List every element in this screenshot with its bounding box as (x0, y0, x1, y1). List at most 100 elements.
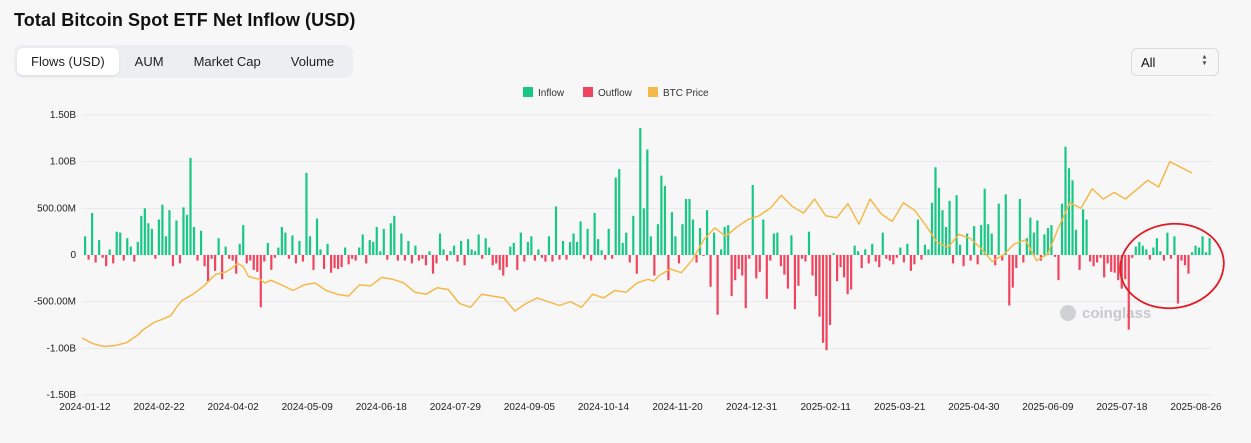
inflow-bar (790, 235, 793, 255)
outflow-bar (695, 255, 698, 263)
outflow-bar (909, 255, 912, 271)
outflow-bar (667, 255, 670, 281)
outflow-bar (811, 255, 814, 276)
inflow-bar (305, 172, 308, 255)
outflow-bar (231, 255, 234, 261)
inflow-bar (684, 199, 688, 255)
x-tick-label: 2024-12-31 (726, 402, 778, 413)
outflow-bar (1106, 255, 1109, 264)
inflow-bar (484, 238, 487, 255)
outflow-bar (544, 255, 547, 262)
inflow-bar (308, 236, 312, 255)
inflow-bar (291, 235, 294, 255)
tab-aum[interactable]: AUM (134, 54, 164, 69)
outflow-bar (1169, 255, 1173, 259)
outflow-bar (1011, 255, 1014, 288)
outflow-bar (245, 255, 248, 264)
inflow-bar (438, 233, 442, 255)
inflow-bar (375, 227, 378, 255)
inflow-bar (1085, 219, 1088, 255)
legend-swatch (523, 87, 533, 97)
outflow-bar (1113, 255, 1116, 273)
outflow-bar (878, 255, 881, 268)
inflow-bar (344, 247, 347, 255)
inflow-bar (1046, 227, 1050, 255)
inflow-bar (632, 215, 635, 255)
outflow-bar (888, 255, 891, 261)
inflow-bar (143, 208, 146, 255)
inflow-bar (1197, 247, 1201, 255)
inflow-bar (688, 199, 691, 255)
outflow-bar (312, 255, 315, 270)
outflow-bar (1148, 255, 1151, 260)
outflow-bar (87, 255, 90, 260)
outflow-bar (1131, 255, 1134, 258)
outflow-bar (702, 255, 705, 256)
inflow-bar (776, 232, 779, 255)
inflow-bar (923, 244, 927, 255)
outflow-bar (502, 255, 505, 276)
inflow-bar (674, 236, 677, 255)
outflow-bar (523, 255, 526, 262)
y-tick-label: 1.00B (50, 157, 76, 168)
outflow-bar (365, 255, 368, 264)
inflow-bar (460, 241, 463, 255)
inflow-bar (1071, 180, 1074, 255)
outflow-bar (677, 255, 681, 264)
inflow-bar (1201, 236, 1204, 255)
outflow-bar (171, 255, 175, 267)
x-tick-label: 2025-02-11 (800, 402, 851, 413)
inflow-bar (871, 243, 874, 255)
outflow-bar (1187, 255, 1190, 274)
x-tick-label: 2024-10-14 (578, 402, 630, 413)
outflow-bar (417, 255, 421, 261)
tab-volume[interactable]: Volume (290, 54, 335, 69)
outflow-bar (491, 255, 494, 266)
inflow-bar (182, 207, 185, 255)
legend-label: BTC Price (663, 88, 709, 99)
inflow-bar (656, 224, 659, 255)
inflow-bar (1204, 252, 1208, 255)
inflow-bar (1060, 203, 1064, 255)
tab-flows-usd[interactable]: Flows (USD) (17, 48, 119, 75)
outflow-bar (1117, 255, 1120, 281)
outflow-bar (779, 255, 782, 267)
inflow-bar (147, 223, 150, 255)
inflow-bar (185, 214, 189, 255)
inflow-bar (1155, 238, 1158, 255)
inflow-bar (1025, 238, 1028, 255)
outflow-bar (249, 255, 252, 261)
inflow-bar (646, 149, 649, 255)
x-tick-label: 2024-09-05 (504, 402, 556, 413)
inflow-bar (857, 251, 860, 255)
y-tick-label: 0 (70, 250, 76, 261)
outflow-bar (463, 255, 466, 266)
outflow-bar (421, 255, 424, 259)
inflow-bar (579, 221, 582, 255)
x-tick-label: 2024-02-22 (133, 402, 185, 413)
outflow-bar (1099, 255, 1102, 258)
outflow-bar (1120, 255, 1123, 289)
outflow-bar (744, 255, 747, 309)
time-range-select[interactable]: All ▲ ▼ (1131, 48, 1219, 76)
inflow-bar (242, 225, 245, 255)
outflow-bar (206, 255, 210, 282)
outflow-bar (818, 255, 821, 317)
outflow-bar (178, 255, 182, 264)
legend-swatch (648, 87, 658, 97)
outflow-bar (793, 255, 797, 310)
outflow-bar (758, 255, 761, 272)
outflow-bar (94, 255, 97, 263)
legend-swatch (583, 87, 593, 97)
inflow-bar (157, 219, 160, 255)
outflow-bar (228, 255, 231, 259)
outflow-bar (839, 255, 842, 268)
inflow-bar (1043, 234, 1046, 255)
inflow-bar (192, 227, 196, 255)
tab-market-cap[interactable]: Market Cap (193, 54, 261, 69)
inflow-bar (238, 243, 241, 255)
inflow-bar (958, 244, 962, 255)
inflow-bar (1036, 220, 1039, 255)
outflow-bar (1053, 255, 1057, 257)
inflow-bar (1152, 247, 1155, 255)
